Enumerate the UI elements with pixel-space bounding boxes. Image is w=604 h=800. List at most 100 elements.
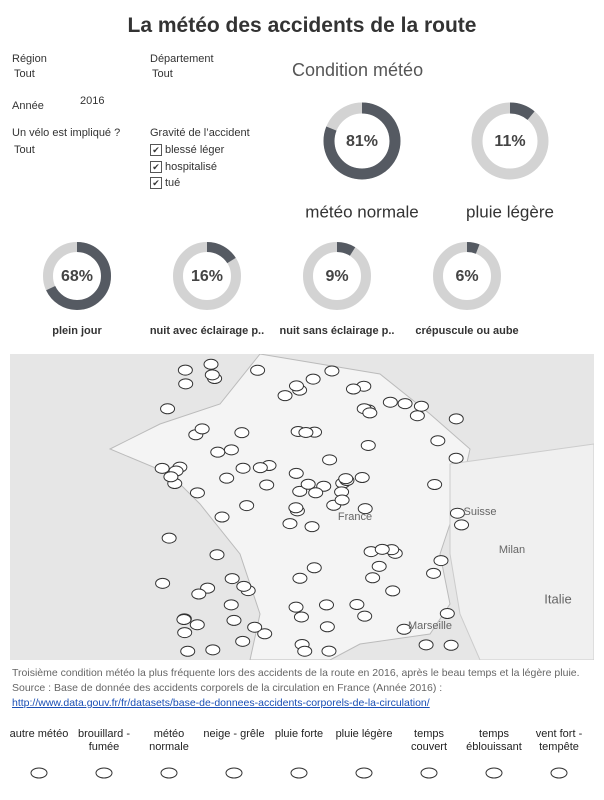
legend-label: brouillard - fumée xyxy=(78,728,130,753)
legend-icon xyxy=(550,767,568,779)
weather-icon xyxy=(304,521,320,533)
weather-icon xyxy=(288,502,304,514)
weather-icon xyxy=(209,549,225,561)
donut-arc xyxy=(471,102,549,180)
map-label: Italie xyxy=(544,591,571,606)
legend-label: vent fort - tempête xyxy=(535,728,583,753)
weather-icon xyxy=(178,378,194,390)
donut-value: 9% xyxy=(325,268,348,285)
weather-icon xyxy=(155,577,171,589)
legend-icon xyxy=(420,767,438,779)
donut-value: 11% xyxy=(494,133,525,150)
source-link[interactable]: http://www.data.gouv.fr/fr/datasets/base… xyxy=(12,697,430,709)
checkbox-option[interactable]: ✔ blessé léger xyxy=(150,142,224,159)
donut-label: nuit avec éclairage p.. xyxy=(150,325,264,337)
checkbox-option[interactable]: ✔ tué xyxy=(150,175,224,192)
weather-icon xyxy=(433,555,449,567)
legend-icon xyxy=(160,767,178,779)
weather-icon xyxy=(177,627,193,639)
donut-value: 81% xyxy=(346,133,378,150)
weather-icon xyxy=(203,358,219,370)
weather-icon xyxy=(448,413,464,425)
weather-icon xyxy=(235,635,251,647)
weather-icon xyxy=(454,519,470,531)
legend-icon-shape xyxy=(30,767,48,779)
checkbox-option[interactable]: ✔ hospitalisé xyxy=(150,159,224,176)
weather-icon xyxy=(292,572,308,584)
legend-icon xyxy=(95,767,113,779)
map-label: Milan xyxy=(499,544,525,556)
weather-icon xyxy=(219,472,235,484)
filter-value[interactable]: 2016 xyxy=(80,95,105,107)
legend-icon-shape xyxy=(95,767,113,779)
weather-icon xyxy=(297,645,313,657)
weather-icon xyxy=(426,567,442,579)
weather-icon xyxy=(298,426,314,438)
legend-icon-shape xyxy=(485,767,503,779)
filter-value[interactable]: Tout xyxy=(152,68,173,80)
weather-icon xyxy=(177,364,193,376)
option-label: tué xyxy=(165,177,181,189)
legend-icon-shape xyxy=(420,767,438,779)
checkbox-list: ✔ blessé léger ✔ hospitalisé ✔ tué xyxy=(150,142,224,192)
donut-label: pluie légère xyxy=(466,202,554,221)
weather-icon xyxy=(180,645,196,657)
legend-icon xyxy=(290,767,308,779)
filter-value[interactable]: Tout xyxy=(14,144,35,156)
donut-value: 6% xyxy=(455,268,478,285)
weather-icon xyxy=(259,479,275,491)
filter-label: Année xyxy=(12,100,44,112)
weather-icon xyxy=(223,444,239,456)
donut-arc xyxy=(173,242,241,310)
weather-icon xyxy=(308,487,324,499)
option-label: hospitalisé xyxy=(165,160,217,173)
legend-label: pluie forte xyxy=(274,728,324,740)
weather-icon xyxy=(382,396,398,408)
weather-icon xyxy=(176,614,192,626)
donut-charts: 81% météo normale 11% pluie légère 68% plein … xyxy=(43,102,554,337)
weather-icon xyxy=(252,462,268,474)
donut-arc xyxy=(43,242,111,310)
legend-icon xyxy=(30,767,48,779)
checkbox: ✔ xyxy=(150,144,162,157)
weather-icon xyxy=(443,639,459,651)
weather-icon xyxy=(374,543,390,555)
weather-icon xyxy=(189,487,205,499)
weather-icon xyxy=(430,435,446,447)
note: Troisième condition météo la plus fréque… xyxy=(12,666,592,711)
map-label: Suisse xyxy=(463,506,496,518)
filter-value[interactable]: Tout xyxy=(14,68,35,80)
weather-icon xyxy=(418,639,434,651)
weather-icon xyxy=(427,479,443,491)
weather-icon xyxy=(226,614,242,626)
checkbox: ✔ xyxy=(150,177,162,190)
map: France Suisse Milan Italie Marseille xyxy=(10,354,594,660)
weather-icon xyxy=(223,599,239,611)
donut-value: 16% xyxy=(191,268,223,285)
weather-icon xyxy=(334,494,350,506)
weather-icon xyxy=(321,645,337,657)
filter-label: Un vélo est impliqué ? xyxy=(12,127,121,139)
weather-icon xyxy=(224,573,240,585)
weather-icon xyxy=(205,644,221,656)
weather-icon xyxy=(154,462,170,474)
legend-icon-shape xyxy=(160,767,178,779)
weather-icon xyxy=(338,473,354,485)
legend-icon xyxy=(355,767,373,779)
weather-icon xyxy=(300,478,316,490)
legend-icon-shape xyxy=(290,767,308,779)
donut-label: météo normale xyxy=(305,202,418,221)
weather-icon xyxy=(191,588,207,600)
donut-arc xyxy=(323,102,401,180)
weather-icon xyxy=(282,518,298,530)
legend-icon xyxy=(225,767,243,779)
legend-label: pluie légère xyxy=(335,728,393,740)
weather-icon xyxy=(324,365,340,377)
weather-icon xyxy=(319,621,335,633)
weather-icon xyxy=(247,621,263,633)
weather-icon xyxy=(448,452,464,464)
option-label: blessé léger xyxy=(165,144,225,156)
weather-icon xyxy=(204,369,220,381)
weather-icon xyxy=(161,532,177,544)
weather-icon xyxy=(439,608,455,620)
